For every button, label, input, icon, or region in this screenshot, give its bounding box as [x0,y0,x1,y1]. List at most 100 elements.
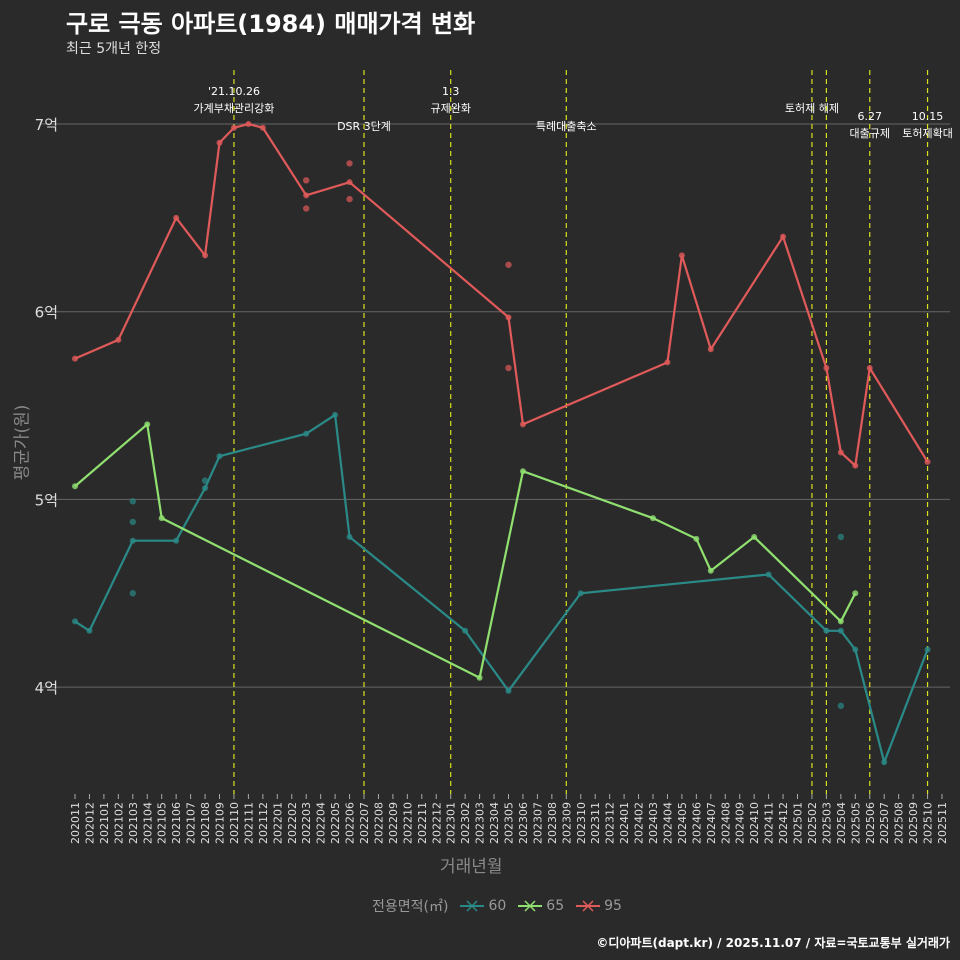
data-point [693,535,700,542]
legend-label: 60 [488,898,507,914]
x-tick-label: 202210 [401,802,414,844]
event-label: 특례대출축소 [536,120,597,133]
data-point [519,421,526,428]
data-point [837,627,844,634]
data-point [173,214,180,221]
data-point [924,646,931,653]
data-point [216,453,223,460]
x-tick-label: 202303 [474,802,487,844]
data-point [202,252,209,259]
x-tick-label: 202411 [763,802,776,844]
x-tick-label: 202106 [170,802,183,844]
x-tick-label: 202202 [286,802,299,844]
data-point [837,618,844,625]
x-tick-label: 202212 [430,802,443,844]
x-tick-label: 202104 [141,802,154,844]
x-tick-label: 202403 [647,802,660,844]
x-tick-label: 202504 [835,802,848,844]
data-point [476,674,483,681]
x-tick-label: 202408 [719,802,732,844]
scatter-point [837,533,845,541]
x-tick-label: 202405 [676,802,689,844]
x-tick-label: 202401 [618,802,631,844]
event-label: 토허제 해제 [785,101,839,115]
data-point [823,365,830,372]
scatter-point [346,195,353,203]
event-label: 10.15 [912,110,944,123]
data-point [505,687,512,694]
data-point [780,233,787,240]
x-tick-label: 202410 [748,802,761,844]
x-tick-label: 202204 [315,802,328,844]
data-point [577,590,584,597]
data-point [245,121,252,127]
x-tick-label: 202307 [531,802,544,844]
data-point [303,430,310,437]
data-point [158,515,165,522]
data-point [173,537,180,544]
scatter-point [129,498,136,505]
x-tick-label: 202501 [792,802,805,844]
x-tick-label: 202208 [372,802,385,844]
x-tick-label: 202311 [589,802,602,844]
x-tick-label: 202510 [922,802,935,844]
x-tick-label: 202404 [661,802,674,844]
legend-item-95: 95 [576,898,622,914]
legend-key-icon [576,900,601,912]
data-point [86,627,93,634]
legend-key-icon [460,900,485,912]
x-tick-label: 202201 [271,802,284,844]
data-point [678,252,685,259]
x-tick-label: 202511 [936,802,949,844]
event-label: '21.10.26 [208,85,260,98]
x-tick-label: 202108 [199,802,212,844]
data-point [462,627,469,634]
x-tick-label: 202304 [488,802,501,844]
x-tick-label: 202506 [864,802,877,844]
x-tick-label: 202502 [806,802,819,844]
x-axis-label: 거래년월 [440,857,503,877]
data-point [115,336,122,343]
scatter-point [303,177,310,184]
event-label: 규제완화 [430,102,470,115]
data-point [650,515,656,522]
x-tick-label: 202305 [503,802,516,844]
legend-item-60: 60 [460,898,506,914]
event-label: DSR 3단계 [337,120,391,133]
x-tick-label: 202107 [185,802,198,844]
legend-title: 전용면적(㎡) [372,899,449,915]
legend: 전용면적(㎡) 60 65 95 [372,896,622,916]
x-tick-label: 202209 [387,802,400,844]
data-point [144,421,151,428]
x-tick-label: 202302 [459,802,472,844]
scatter-point [129,590,136,597]
x-tick-label: 202301 [445,802,458,844]
data-point [881,759,888,766]
data-point [519,468,526,475]
data-point [303,192,310,199]
data-point [332,411,339,418]
legend-key-icon [518,900,543,912]
data-point [230,124,237,131]
x-tick-label: 202312 [604,802,617,844]
data-point [129,537,136,544]
data-point [664,359,671,366]
data-point [852,646,859,653]
event-label: 대출규제 [850,127,890,140]
series-line-65 [74,422,857,680]
data-point [707,346,714,353]
scatter-point [303,205,310,212]
chart-title: 구로 극동 아파트(1984) 매매가격 변화 [66,10,476,38]
legend-label: 65 [546,898,565,914]
scatter-point [201,477,209,484]
x-tick-label: 202207 [358,802,371,844]
legend-item-65: 65 [518,898,564,914]
data-point [707,567,714,574]
footer-credit: ©디아파트(dapt.kr) / 2025.11.07 / 자료=국토교통부 실… [596,936,950,950]
data-point [924,458,931,465]
x-tick-label: 202205 [329,802,342,844]
x-tick-label: 202503 [820,802,833,844]
x-tick-label: 202406 [690,802,703,844]
x-tick-label: 202105 [156,802,169,844]
